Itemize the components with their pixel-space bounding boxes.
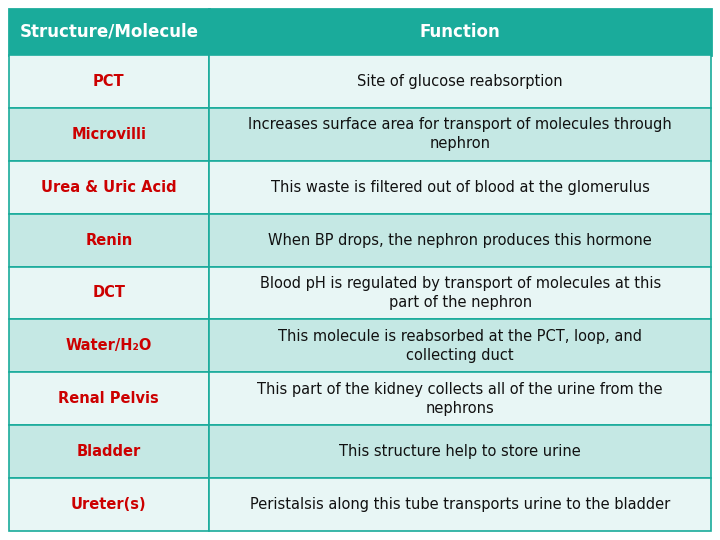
Text: Renin: Renin (85, 233, 132, 247)
Bar (209, 426, 711, 478)
Bar (9, 478, 209, 531)
Bar (209, 107, 711, 160)
Bar (9, 160, 209, 213)
Text: Water/H₂O: Water/H₂O (66, 339, 152, 354)
Bar (9, 320, 209, 373)
Text: Increases surface area for transport of molecules through
nephron: Increases surface area for transport of … (248, 117, 672, 152)
Bar (209, 320, 711, 373)
Text: Renal Pelvis: Renal Pelvis (58, 392, 159, 407)
Text: Bladder: Bladder (76, 444, 141, 460)
Bar (209, 267, 711, 320)
Text: Site of glucose reabsorption: Site of glucose reabsorption (357, 73, 563, 89)
Bar (209, 9, 711, 55)
Bar (9, 373, 209, 426)
Bar (209, 160, 711, 213)
Text: This waste is filtered out of blood at the glomerulus: This waste is filtered out of blood at t… (271, 180, 649, 194)
Text: Peristalsis along this tube transports urine to the bladder: Peristalsis along this tube transports u… (250, 497, 670, 512)
Bar (9, 55, 209, 107)
Text: This structure help to store urine: This structure help to store urine (339, 444, 581, 460)
Text: Microvilli: Microvilli (71, 126, 146, 141)
Text: Ureter(s): Ureter(s) (71, 497, 147, 512)
Text: PCT: PCT (93, 73, 125, 89)
Text: When BP drops, the nephron produces this hormone: When BP drops, the nephron produces this… (269, 233, 652, 247)
Text: Structure/Molecule: Structure/Molecule (19, 23, 198, 40)
Text: Urea & Uric Acid: Urea & Uric Acid (41, 180, 176, 194)
Bar (9, 267, 209, 320)
Bar (209, 213, 711, 267)
Text: DCT: DCT (92, 286, 125, 300)
Bar (9, 426, 209, 478)
Bar (9, 9, 209, 55)
Text: Function: Function (420, 23, 500, 40)
Bar (9, 213, 209, 267)
Text: This molecule is reabsorbed at the PCT, loop, and
collecting duct: This molecule is reabsorbed at the PCT, … (278, 328, 642, 363)
Bar (209, 55, 711, 107)
Text: Blood pH is regulated by transport of molecules at this
part of the nephron: Blood pH is regulated by transport of mo… (259, 275, 661, 310)
Bar (9, 107, 209, 160)
Text: This part of the kidney collects all of the urine from the
nephrons: This part of the kidney collects all of … (257, 382, 663, 416)
Bar (209, 478, 711, 531)
Bar (209, 373, 711, 426)
